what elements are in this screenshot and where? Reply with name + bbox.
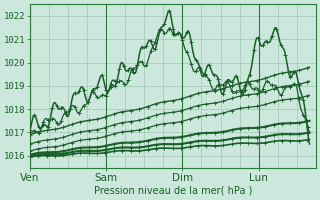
X-axis label: Pression niveau de la mer( hPa ): Pression niveau de la mer( hPa ) <box>94 186 252 196</box>
